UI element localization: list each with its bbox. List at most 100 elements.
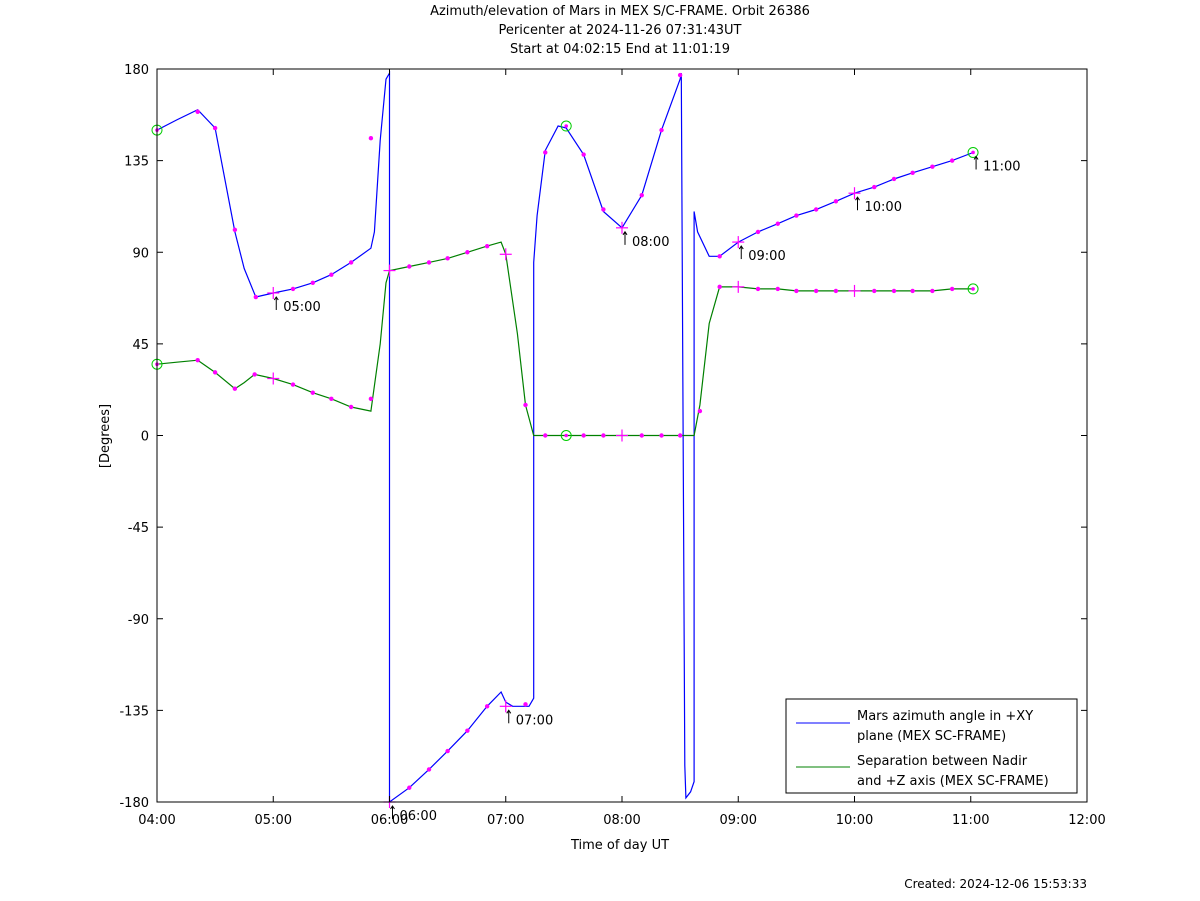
data-point bbox=[232, 227, 238, 233]
data-point bbox=[195, 109, 200, 114]
data-point bbox=[755, 286, 761, 292]
data-point bbox=[755, 229, 761, 235]
data-point bbox=[523, 402, 528, 408]
hour-marker bbox=[267, 372, 280, 385]
data-point bbox=[930, 164, 935, 169]
data-point bbox=[564, 124, 568, 128]
x-tick-label: 06:00 bbox=[371, 813, 408, 828]
data-point bbox=[212, 125, 218, 131]
hour-marker bbox=[848, 187, 861, 200]
hour-marker bbox=[848, 284, 861, 297]
data-point bbox=[465, 250, 470, 255]
data-point bbox=[971, 150, 975, 155]
data-point bbox=[253, 294, 259, 300]
data-point bbox=[310, 390, 315, 395]
data-point bbox=[601, 433, 606, 438]
data-point bbox=[910, 288, 915, 294]
start-end-marker bbox=[560, 120, 572, 132]
data-point bbox=[348, 260, 354, 265]
data-point bbox=[930, 288, 935, 294]
axis-layer: 04:00 05:00 06:00 07:00 08:00 09:00 10:00 11:00… bbox=[119, 63, 1105, 828]
data-point bbox=[212, 370, 218, 375]
y-tick-label: -135 bbox=[119, 704, 149, 719]
data-point bbox=[677, 433, 683, 438]
hour-annotation: 08:00 bbox=[622, 230, 669, 250]
data-point bbox=[581, 152, 586, 157]
legend-label-azimuth-1: Mars azimuth angle in +XY bbox=[857, 709, 1033, 724]
data-point bbox=[426, 260, 432, 265]
hour-marker bbox=[616, 429, 628, 442]
data-point bbox=[971, 287, 975, 291]
data-point bbox=[659, 433, 664, 438]
data-point bbox=[484, 704, 490, 709]
data-point bbox=[329, 396, 334, 402]
start-end-marker bbox=[967, 283, 979, 295]
legend-label-separation-2: and +Z axis (MEX SC-FRAME) bbox=[857, 774, 1049, 789]
data-point bbox=[329, 272, 334, 277]
hour-annotation: 10:00 bbox=[855, 196, 902, 215]
data-point bbox=[445, 748, 450, 754]
hour-annotation-label: 09:00 bbox=[748, 249, 785, 264]
created-timestamp: Created: 2024-12-06 15:53:33 bbox=[904, 877, 1087, 891]
hour-marker bbox=[732, 236, 745, 249]
hour-marker bbox=[383, 264, 396, 277]
hour-annotation-label: 08:00 bbox=[632, 235, 669, 250]
data-point bbox=[195, 357, 200, 363]
data-point bbox=[949, 158, 955, 163]
x-tick-label: 10:00 bbox=[836, 813, 873, 828]
series-line-1 bbox=[156, 241, 974, 437]
hour-annotation-label: 05:00 bbox=[283, 300, 320, 315]
x-tick-label: 11:00 bbox=[952, 813, 989, 828]
data-point bbox=[697, 408, 703, 414]
data-point bbox=[833, 288, 839, 294]
x-axis-label: Time of day UT bbox=[570, 838, 669, 853]
hour-annotation: 05:00 bbox=[273, 296, 321, 315]
data-point bbox=[910, 170, 915, 176]
x-tick-label: 07:00 bbox=[487, 813, 524, 828]
chart-title-line-3: Start at 04:02:15 End at 11:01:19 bbox=[509, 42, 731, 57]
hour-annotation: 06:00 bbox=[390, 805, 437, 824]
hour-marker bbox=[499, 700, 512, 713]
data-point bbox=[252, 372, 257, 377]
x-tick-label: 08:00 bbox=[603, 813, 640, 828]
data-point bbox=[523, 702, 528, 707]
data-point bbox=[368, 136, 374, 141]
data-point bbox=[949, 286, 955, 292]
hour-annotation-label: 07:00 bbox=[516, 713, 553, 728]
data-point bbox=[639, 433, 644, 438]
y-tick-label: -180 bbox=[119, 796, 149, 811]
annotation-layer: 05:00 06:00 07:00 08:00 09:00 10:00 11:00 bbox=[273, 155, 1021, 824]
data-point bbox=[581, 433, 586, 438]
hour-annotation-label: 11:00 bbox=[983, 159, 1020, 174]
x-tick-label: 04:00 bbox=[138, 813, 175, 828]
legend: Mars azimuth angle in +XY plane (MEX SC-… bbox=[785, 698, 1078, 794]
data-point bbox=[543, 433, 548, 438]
data-point bbox=[348, 404, 354, 410]
data-point bbox=[659, 127, 664, 133]
hour-annotation: 09:00 bbox=[738, 245, 786, 264]
y-tick-label: -90 bbox=[128, 613, 149, 628]
data-point bbox=[407, 785, 412, 790]
data-point bbox=[639, 193, 644, 198]
data-point bbox=[465, 728, 470, 733]
y-tick-label: 135 bbox=[124, 155, 149, 170]
data-point bbox=[368, 396, 374, 402]
data-point bbox=[310, 280, 315, 285]
data-point bbox=[891, 176, 897, 182]
data-point bbox=[564, 433, 568, 438]
data-point bbox=[290, 286, 296, 292]
x-tick-label: 05:00 bbox=[255, 813, 292, 828]
hour-annotation: 07:00 bbox=[506, 709, 553, 728]
series-layer bbox=[156, 70, 974, 804]
start-end-marker bbox=[967, 146, 979, 158]
data-point bbox=[232, 386, 238, 391]
data-point bbox=[484, 243, 490, 249]
data-point bbox=[794, 213, 799, 218]
data-point bbox=[717, 254, 722, 259]
y-tick-label: 0 bbox=[141, 430, 149, 445]
data-point bbox=[290, 382, 296, 387]
chart-title-line-2: Pericenter at 2024-11-26 07:31:43UT bbox=[498, 23, 742, 38]
data-point bbox=[794, 288, 799, 294]
data-point bbox=[775, 286, 780, 292]
